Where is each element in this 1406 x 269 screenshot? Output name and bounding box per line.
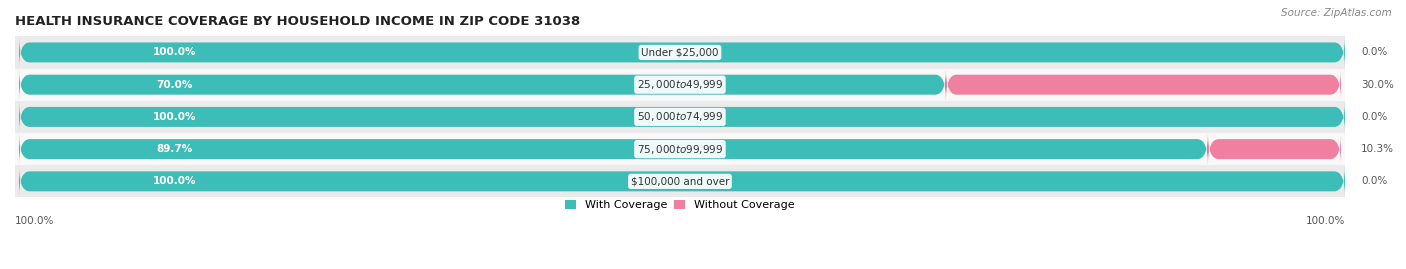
FancyBboxPatch shape — [20, 133, 1208, 165]
Text: 10.3%: 10.3% — [1361, 144, 1393, 154]
Bar — [15, 101, 1346, 133]
Text: 0.0%: 0.0% — [1361, 112, 1388, 122]
Text: 89.7%: 89.7% — [156, 144, 193, 154]
Text: 100.0%: 100.0% — [15, 215, 55, 225]
FancyBboxPatch shape — [20, 101, 1346, 133]
FancyBboxPatch shape — [1208, 133, 1341, 165]
Text: 100.0%: 100.0% — [153, 112, 197, 122]
Text: 100.0%: 100.0% — [153, 176, 197, 186]
Bar — [15, 165, 1346, 197]
Text: 30.0%: 30.0% — [1361, 80, 1393, 90]
FancyBboxPatch shape — [20, 37, 1346, 68]
Bar — [15, 69, 1346, 101]
FancyBboxPatch shape — [20, 69, 946, 100]
Text: 0.0%: 0.0% — [1361, 47, 1388, 58]
Text: $25,000 to $49,999: $25,000 to $49,999 — [637, 78, 723, 91]
Text: 70.0%: 70.0% — [156, 80, 193, 90]
Bar — [15, 36, 1346, 69]
Legend: With Coverage, Without Coverage: With Coverage, Without Coverage — [561, 196, 799, 215]
Text: 100.0%: 100.0% — [153, 47, 197, 58]
Text: $50,000 to $74,999: $50,000 to $74,999 — [637, 110, 723, 123]
Text: $100,000 and over: $100,000 and over — [631, 176, 730, 186]
Text: 0.0%: 0.0% — [1361, 176, 1388, 186]
Text: Source: ZipAtlas.com: Source: ZipAtlas.com — [1281, 8, 1392, 18]
FancyBboxPatch shape — [946, 69, 1341, 100]
Bar — [15, 133, 1346, 165]
Text: 100.0%: 100.0% — [1306, 215, 1346, 225]
Text: Under $25,000: Under $25,000 — [641, 47, 718, 58]
Text: $75,000 to $99,999: $75,000 to $99,999 — [637, 143, 723, 156]
Text: HEALTH INSURANCE COVERAGE BY HOUSEHOLD INCOME IN ZIP CODE 31038: HEALTH INSURANCE COVERAGE BY HOUSEHOLD I… — [15, 15, 581, 28]
FancyBboxPatch shape — [20, 165, 1346, 197]
